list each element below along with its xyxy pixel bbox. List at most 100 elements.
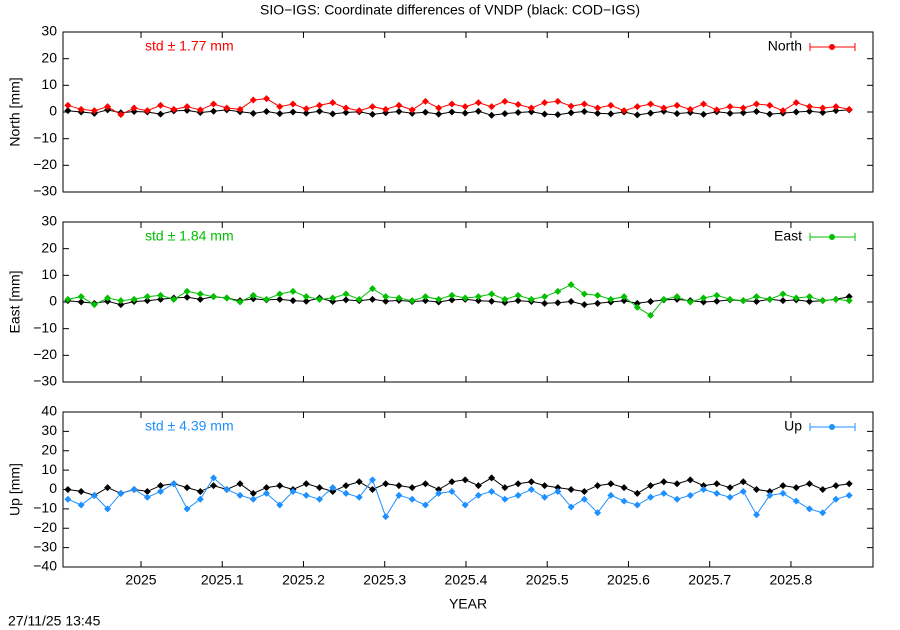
legend-label: North xyxy=(768,38,802,54)
data-point xyxy=(739,104,747,112)
data-point xyxy=(395,491,403,499)
data-point xyxy=(183,293,191,301)
data-point xyxy=(805,505,813,513)
data-point xyxy=(276,110,284,118)
x-tick-label: 2025.1 xyxy=(201,572,244,588)
data-point xyxy=(739,297,747,305)
data-point xyxy=(620,293,628,301)
data-point xyxy=(77,105,85,113)
data-point xyxy=(686,298,694,306)
data-point xyxy=(130,295,138,303)
data-point xyxy=(845,105,853,113)
data-point xyxy=(686,105,694,113)
data-point xyxy=(382,105,390,113)
data-point xyxy=(633,111,641,119)
data-point xyxy=(157,110,165,118)
data-point xyxy=(315,295,323,303)
data-point xyxy=(660,104,668,112)
data-point xyxy=(249,495,257,503)
y-tick-label: 20 xyxy=(41,441,57,457)
data-point xyxy=(514,491,522,499)
y-tick-label: 10 xyxy=(41,461,57,477)
data-point xyxy=(554,111,562,119)
data-point xyxy=(355,295,363,303)
data-point xyxy=(64,495,72,503)
data-point xyxy=(527,295,535,303)
data-point xyxy=(461,109,469,117)
data-point xyxy=(805,103,813,111)
data-point xyxy=(421,293,429,301)
data-point xyxy=(580,290,588,298)
plot-area xyxy=(64,95,853,119)
data-point xyxy=(236,105,244,113)
data-point xyxy=(64,295,72,303)
data-point xyxy=(210,293,218,301)
data-point xyxy=(792,99,800,107)
data-point xyxy=(620,484,628,492)
data-point xyxy=(594,291,602,299)
data-point xyxy=(329,110,337,118)
data-point xyxy=(726,109,734,117)
data-point xyxy=(382,293,390,301)
x-axis-label: YEAR xyxy=(449,596,487,612)
data-point xyxy=(554,97,562,105)
data-point xyxy=(488,297,496,305)
data-point xyxy=(647,100,655,108)
data-point xyxy=(501,97,509,105)
data-point xyxy=(104,103,112,111)
data-point xyxy=(276,482,284,490)
data-point xyxy=(726,295,734,303)
data-point xyxy=(567,109,575,117)
data-point xyxy=(461,476,469,484)
data-point xyxy=(633,303,641,311)
data-point xyxy=(647,493,655,501)
y-axis-label: Up [mm] xyxy=(7,463,23,516)
data-point xyxy=(435,489,443,497)
data-point xyxy=(342,489,350,497)
y-tick-label: 0 xyxy=(49,103,57,119)
data-point xyxy=(819,109,827,117)
data-point xyxy=(64,107,72,115)
data-point xyxy=(474,297,482,305)
data-point xyxy=(620,497,628,505)
data-point xyxy=(554,487,562,495)
data-point xyxy=(395,101,403,109)
data-point xyxy=(488,290,496,298)
data-point xyxy=(554,287,562,295)
data-point xyxy=(342,109,350,117)
y-tick-label: 0 xyxy=(49,293,57,309)
data-point xyxy=(819,297,827,305)
data-point xyxy=(170,480,178,488)
data-point xyxy=(302,297,310,305)
data-point xyxy=(368,295,376,303)
data-point xyxy=(117,301,125,309)
data-point xyxy=(713,106,721,114)
data-point xyxy=(448,291,456,299)
data-point xyxy=(143,487,151,495)
data-point xyxy=(289,297,297,305)
data-point xyxy=(435,486,443,493)
data-point xyxy=(766,491,774,499)
timestamp: 27/11/25 13:45 xyxy=(8,613,101,629)
y-tick-label: 0 xyxy=(49,480,57,496)
data-point xyxy=(183,484,191,492)
data-point xyxy=(752,107,760,115)
data-point xyxy=(792,484,800,492)
data-point xyxy=(567,281,575,289)
data-point xyxy=(117,111,125,119)
data-point xyxy=(64,101,72,109)
legend-label: Up xyxy=(784,418,802,434)
data-point xyxy=(223,104,231,112)
y-tick-label: 40 xyxy=(41,403,57,419)
data-point xyxy=(567,503,575,511)
data-point xyxy=(792,497,800,505)
data-point xyxy=(647,311,655,319)
data-point xyxy=(700,486,708,493)
data-point xyxy=(805,107,813,115)
data-point xyxy=(143,493,151,501)
data-point xyxy=(501,295,509,303)
data-point xyxy=(766,110,774,118)
data-point xyxy=(421,108,429,116)
data-point xyxy=(157,295,165,303)
data-point xyxy=(236,480,244,488)
